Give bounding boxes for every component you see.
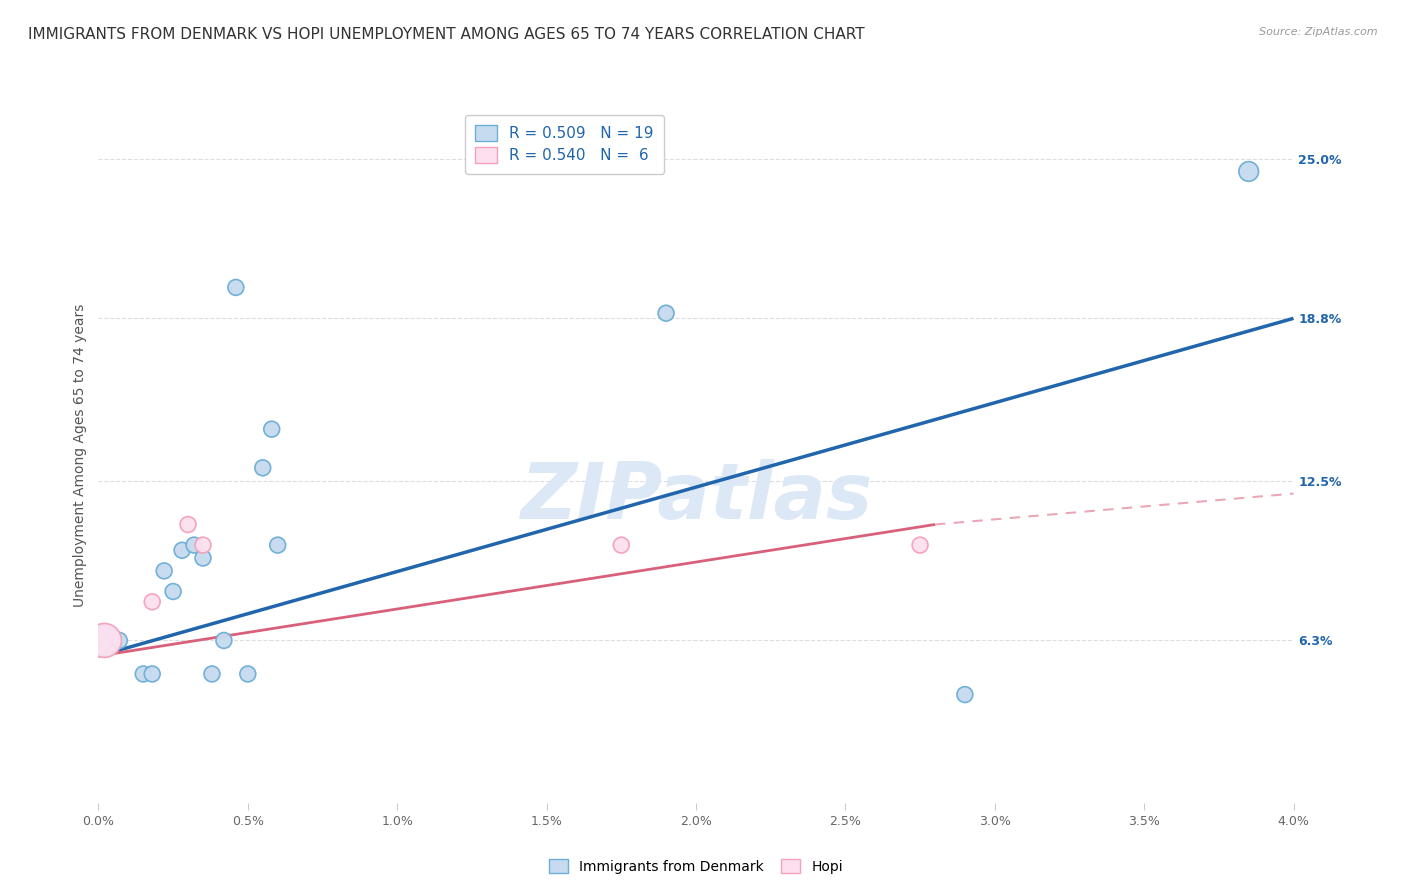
Point bbox=[655, 306, 678, 320]
Point bbox=[162, 584, 184, 599]
Point bbox=[177, 517, 200, 532]
Legend: Immigrants from Denmark, Hopi: Immigrants from Denmark, Hopi bbox=[543, 854, 849, 880]
Point bbox=[252, 460, 274, 475]
Point bbox=[212, 633, 235, 648]
Point bbox=[191, 551, 214, 566]
Point bbox=[225, 280, 247, 294]
Point bbox=[93, 633, 115, 648]
Text: ZIPatlas: ZIPatlas bbox=[520, 458, 872, 534]
Point bbox=[141, 667, 163, 681]
Point bbox=[267, 538, 290, 552]
Point bbox=[260, 422, 283, 436]
Text: IMMIGRANTS FROM DENMARK VS HOPI UNEMPLOYMENT AMONG AGES 65 TO 74 YEARS CORRELATI: IMMIGRANTS FROM DENMARK VS HOPI UNEMPLOY… bbox=[28, 27, 865, 42]
Point bbox=[610, 538, 633, 552]
Point bbox=[236, 667, 259, 681]
Point bbox=[172, 543, 194, 558]
Point bbox=[153, 564, 176, 578]
Point bbox=[141, 595, 163, 609]
Point bbox=[201, 667, 224, 681]
Text: Source: ZipAtlas.com: Source: ZipAtlas.com bbox=[1260, 27, 1378, 37]
Point bbox=[908, 538, 931, 552]
Point bbox=[953, 688, 976, 702]
Point bbox=[1237, 164, 1260, 178]
Point bbox=[191, 538, 214, 552]
Point bbox=[132, 667, 155, 681]
Point bbox=[183, 538, 205, 552]
Y-axis label: Unemployment Among Ages 65 to 74 years: Unemployment Among Ages 65 to 74 years bbox=[73, 303, 87, 607]
Point bbox=[93, 633, 115, 648]
Point bbox=[108, 633, 131, 648]
